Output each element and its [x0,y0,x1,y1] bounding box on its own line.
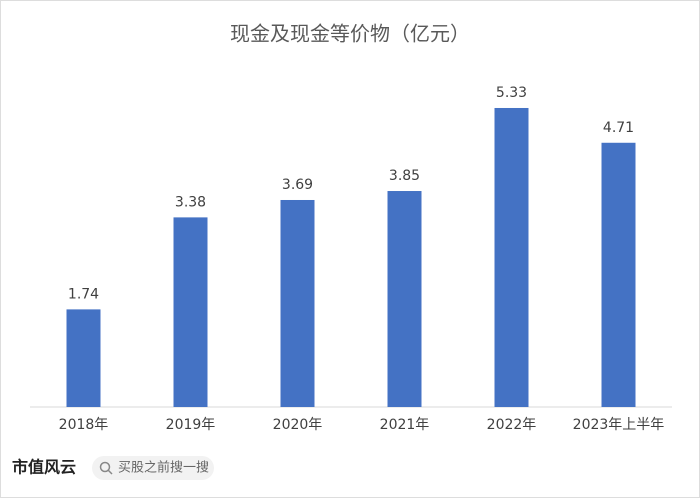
search-icon-handle [107,469,113,475]
search-text[interactable]: 买股之前搜一搜 [118,460,209,476]
data-label: 3.69 [282,177,313,193]
data-label: 4.71 [603,120,634,136]
data-label: 3.38 [175,194,206,210]
bar [601,142,636,408]
chart-title: 现金及现金等价物（亿元） [230,22,470,46]
brand: 市值风云 [12,458,76,477]
search-icon [99,461,111,473]
bar [494,107,529,407]
bar [173,217,208,407]
search-box[interactable] [92,456,214,480]
x-tick-label: 2020年 [273,417,323,433]
data-label: 5.33 [496,85,527,101]
bar [387,191,422,407]
x-tick-label: 2018年 [59,417,109,433]
bar [280,199,315,407]
bar [66,309,101,407]
data-label: 1.74 [68,286,99,302]
x-tick-label: 2019年 [166,417,216,433]
data-label: 3.85 [389,168,420,184]
x-tick-label: 2021年 [380,417,430,433]
x-tick-label: 2022年 [487,417,537,433]
x-tick-label: 2023年上半年 [573,417,665,433]
